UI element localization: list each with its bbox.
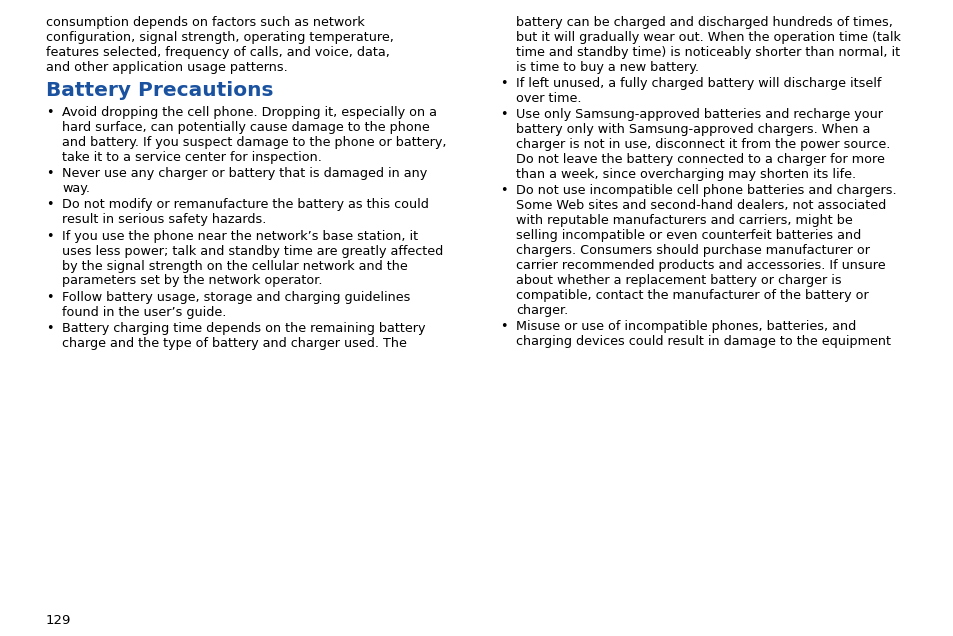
Text: parameters set by the network operator.: parameters set by the network operator. — [62, 275, 322, 287]
Text: Misuse or use of incompatible phones, batteries, and: Misuse or use of incompatible phones, ba… — [516, 320, 856, 333]
Text: charge and the type of battery and charger used. The: charge and the type of battery and charg… — [62, 337, 406, 350]
Text: features selected, frequency of calls, and voice, data,: features selected, frequency of calls, a… — [46, 46, 390, 59]
Text: configuration, signal strength, operating temperature,: configuration, signal strength, operatin… — [46, 31, 394, 44]
Text: result in serious safety hazards.: result in serious safety hazards. — [62, 213, 266, 226]
Text: 129: 129 — [46, 614, 71, 627]
Text: •: • — [499, 320, 507, 333]
Text: by the signal strength on the cellular network and the: by the signal strength on the cellular n… — [62, 259, 407, 273]
Text: Do not use incompatible cell phone batteries and chargers.: Do not use incompatible cell phone batte… — [516, 184, 896, 197]
Text: •: • — [46, 230, 53, 243]
Text: If you use the phone near the network’s base station, it: If you use the phone near the network’s … — [62, 230, 417, 243]
Text: Avoid dropping the cell phone. Dropping it, especially on a: Avoid dropping the cell phone. Dropping … — [62, 106, 436, 119]
Text: If left unused, a fully charged battery will discharge itself: If left unused, a fully charged battery … — [516, 77, 881, 90]
Text: uses less power; talk and standby time are greatly affected: uses less power; talk and standby time a… — [62, 245, 443, 258]
Text: battery can be charged and discharged hundreds of times,: battery can be charged and discharged hu… — [516, 16, 892, 29]
Text: •: • — [46, 198, 53, 211]
Text: •: • — [46, 167, 53, 180]
Text: charger is not in use, disconnect it from the power source.: charger is not in use, disconnect it fro… — [516, 138, 889, 151]
Text: compatible, contact the manufacturer of the battery or: compatible, contact the manufacturer of … — [516, 289, 868, 301]
Text: consumption depends on factors such as network: consumption depends on factors such as n… — [46, 16, 364, 29]
Text: over time.: over time. — [516, 92, 581, 105]
Text: •: • — [46, 106, 53, 119]
Text: carrier recommended products and accessories. If unsure: carrier recommended products and accesso… — [516, 259, 884, 272]
Text: Follow battery usage, storage and charging guidelines: Follow battery usage, storage and chargi… — [62, 291, 410, 304]
Text: and other application usage patterns.: and other application usage patterns. — [46, 60, 288, 74]
Text: Use only Samsung-approved batteries and recharge your: Use only Samsung-approved batteries and … — [516, 108, 882, 121]
Text: Some Web sites and second-hand dealers, not associated: Some Web sites and second-hand dealers, … — [516, 199, 885, 212]
Text: found in the user’s guide.: found in the user’s guide. — [62, 306, 226, 319]
Text: •: • — [499, 108, 507, 121]
Text: •: • — [499, 77, 507, 90]
Text: Battery Precautions: Battery Precautions — [46, 81, 274, 100]
Text: chargers. Consumers should purchase manufacturer or: chargers. Consumers should purchase manu… — [516, 244, 869, 257]
Text: about whether a replacement battery or charger is: about whether a replacement battery or c… — [516, 274, 841, 287]
Text: •: • — [46, 291, 53, 304]
Text: with reputable manufacturers and carriers, might be: with reputable manufacturers and carrier… — [516, 214, 852, 227]
Text: is time to buy a new battery.: is time to buy a new battery. — [516, 60, 699, 74]
Text: take it to a service center for inspection.: take it to a service center for inspecti… — [62, 151, 321, 163]
Text: but it will gradually wear out. When the operation time (talk: but it will gradually wear out. When the… — [516, 31, 900, 44]
Text: hard surface, can potentially cause damage to the phone: hard surface, can potentially cause dama… — [62, 121, 429, 134]
Text: Battery charging time depends on the remaining battery: Battery charging time depends on the rem… — [62, 322, 425, 335]
Text: battery only with Samsung-approved chargers. When a: battery only with Samsung-approved charg… — [516, 123, 869, 136]
Text: and battery. If you suspect damage to the phone or battery,: and battery. If you suspect damage to th… — [62, 136, 446, 149]
Text: •: • — [46, 322, 53, 335]
Text: than a week, since overcharging may shorten its life.: than a week, since overcharging may shor… — [516, 168, 855, 181]
Text: way.: way. — [62, 182, 90, 195]
Text: Do not modify or remanufacture the battery as this could: Do not modify or remanufacture the batte… — [62, 198, 429, 211]
Text: charging devices could result in damage to the equipment: charging devices could result in damage … — [516, 335, 890, 348]
Text: time and standby time) is noticeably shorter than normal, it: time and standby time) is noticeably sho… — [516, 46, 900, 59]
Text: Do not leave the battery connected to a charger for more: Do not leave the battery connected to a … — [516, 153, 884, 166]
Text: charger.: charger. — [516, 303, 568, 317]
Text: Never use any charger or battery that is damaged in any: Never use any charger or battery that is… — [62, 167, 427, 180]
Text: selling incompatible or even counterfeit batteries and: selling incompatible or even counterfeit… — [516, 229, 861, 242]
Text: •: • — [499, 184, 507, 197]
